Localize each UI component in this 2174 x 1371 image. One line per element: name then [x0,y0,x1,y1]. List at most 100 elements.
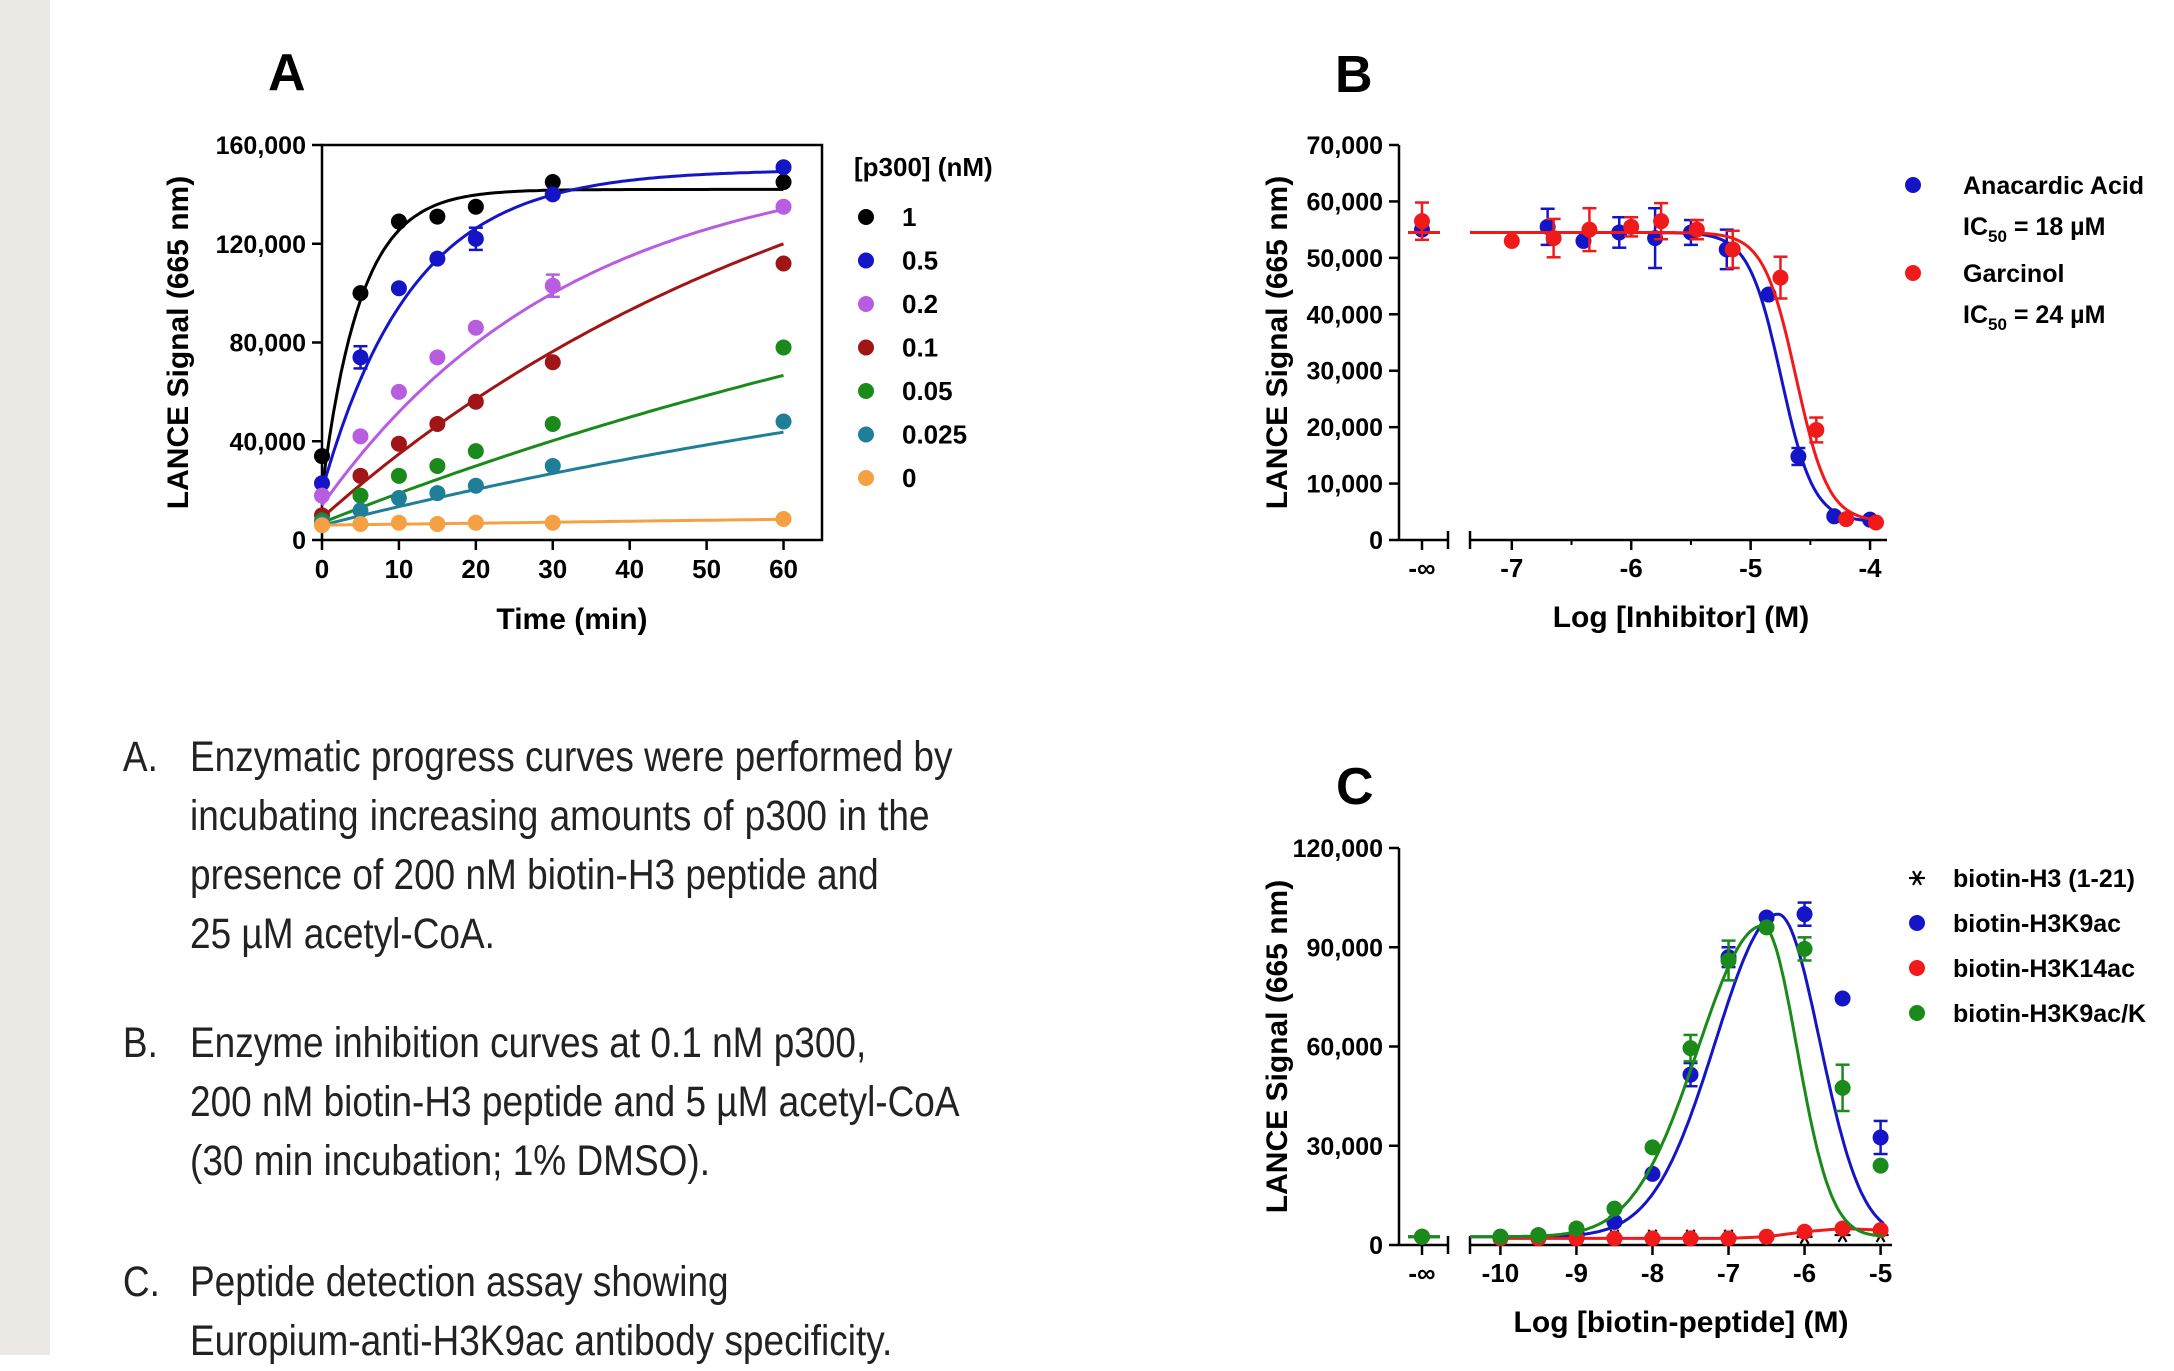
chart-b: 0 10,000 20,000 30,000 40,000 50,000 60,000 70,… [1261,132,2144,634]
data-point [775,511,792,528]
caption-c-line-1: Peptide detection assay showing [190,1258,729,1306]
data-point [1682,1230,1699,1247]
chart-b-xtick-label: -4 [1858,553,1882,583]
caption-c: C. Peptide detection assay showing Europ… [123,1253,893,1371]
caption-a-line-4: 25 µM acetyl-CoA. [190,910,495,958]
caption-word: increasing [369,792,539,840]
data-point [1872,1157,1889,1174]
data-point [775,413,792,430]
chart-c-xlabel: Log [biotin-peptide] (M) [1514,1306,1849,1339]
chart-a-ytick-label: 120,000 [216,231,306,259]
data-point [467,477,484,494]
legend-title: [p300] (nM) [854,152,993,182]
caption-b: B. Enzyme inhibition curves at 0.1 nM p3… [123,1014,960,1191]
panel-b-letter: B [1335,46,1373,104]
data-point [429,485,446,502]
data-point [1530,1227,1547,1244]
data-point [544,415,561,432]
legend-label: 0.2 [902,289,938,319]
legend-marker-biotin-H3 (1-21)-arm [1912,870,1922,886]
chart-b-ytick-label: 50,000 [1307,245,1383,273]
caption-a-label: A. [122,733,158,781]
chart-a-xtick-label: 50 [692,554,721,584]
caption-a-line-3: presence of 200 nM biotin-H3 peptide and [190,851,879,899]
series-curve-Anacardic Acid [1470,231,1877,523]
data-point [314,517,330,534]
data-point [352,349,369,366]
chart-c-xtick-label: -9 [1565,1258,1588,1288]
chart-a-ytick-label: 0 [292,527,306,555]
data-point [390,435,407,452]
legend-label: 0 [902,463,916,493]
data-point [314,487,330,504]
data-point [1682,1040,1699,1057]
data-point [1838,511,1855,528]
chart-a-xtick-label: 40 [615,554,644,584]
chart-a-xtick-label: 60 [769,554,798,584]
data-point [1868,514,1885,531]
chart-a-xtick-label: 10 [384,554,413,584]
data-point [314,475,330,492]
chart-c-xtick-label: -8 [1641,1258,1664,1288]
data-point [1834,990,1851,1007]
legend-marker-0.1 [858,339,874,356]
data-point [775,339,792,356]
series-curve-biotin-H3K9ac/K [1470,924,1884,1239]
chart-c: 0 30,000 60,000 90,000 120,000 -∞ -10 -9 -8 -7 -6 -… [1261,835,2146,1339]
data-point [1796,906,1813,923]
legend-label: 0.5 [902,246,938,276]
caption-word: of [702,792,734,840]
chart-c-ytick-label: 90,000 [1307,934,1383,962]
data-point [1606,1230,1623,1247]
chart-b-xlabel: Log [Inhibitor] (M) [1553,601,1810,634]
caption-word: the [878,792,930,840]
chart-a-xtick-label: 20 [461,554,490,584]
legend-marker-biotin-H3 (1-21) [1909,870,1925,886]
data-point [544,174,561,191]
legend-label: biotin-H3K9ac [1953,910,2121,938]
legend-marker-0.2 [858,296,874,312]
legend-label: 0.025 [902,420,967,450]
chart-c-xtick-label: -7 [1717,1258,1740,1288]
data-point [1568,1220,1585,1237]
caption-word: incubating [190,792,359,840]
data-point [1758,919,1775,936]
caption-b-label: B. [122,1019,158,1067]
data-point [1720,1230,1737,1247]
data-point [429,515,446,532]
data-point [1790,448,1807,465]
data-point [429,250,446,267]
series-curve-0.025 [321,430,784,527]
chart-b-ytick-label: 10,000 [1307,471,1383,499]
legend-ic50-value: = 24 µM [2007,301,2105,329]
data-point [1581,221,1598,238]
data-point [1826,508,1843,525]
series-curve-0.1 [320,242,785,519]
data-point [429,415,446,432]
data-point [352,487,369,504]
chart-c-xtick-label: -∞ [1408,1258,1435,1288]
caption-c-line-2: Europium-anti-H3K9ac antibody specificit… [190,1317,893,1365]
legend-marker-0.5 [858,252,874,269]
data-point [1758,1228,1775,1245]
data-point [390,383,407,400]
data-point [1872,1129,1889,1146]
chart-c-xtick-label: -10 [1482,1258,1520,1288]
chart-b-xtick-label: -5 [1739,553,1762,583]
caption-a-line-2: incubating increasing amounts of p300 in the [190,787,930,846]
data-point [1796,940,1813,957]
legend-ic50: IC50 = 18 µM [1963,213,2105,246]
left-margin-band [0,0,50,1355]
chart-a-xtick-label: 30 [538,554,567,584]
legend-marker-0.025 [858,426,874,443]
data-point [390,213,407,230]
chart-b-ylabel: LANCE Signal (665 nm) [1261,176,1294,509]
data-point [467,393,484,410]
chart-b-xtick-label: -6 [1620,553,1643,583]
data-point [390,514,407,531]
data-point [467,319,484,336]
data-point [429,349,446,366]
data-point [775,255,792,272]
chart-b-ytick-label: 70,000 [1307,132,1383,160]
